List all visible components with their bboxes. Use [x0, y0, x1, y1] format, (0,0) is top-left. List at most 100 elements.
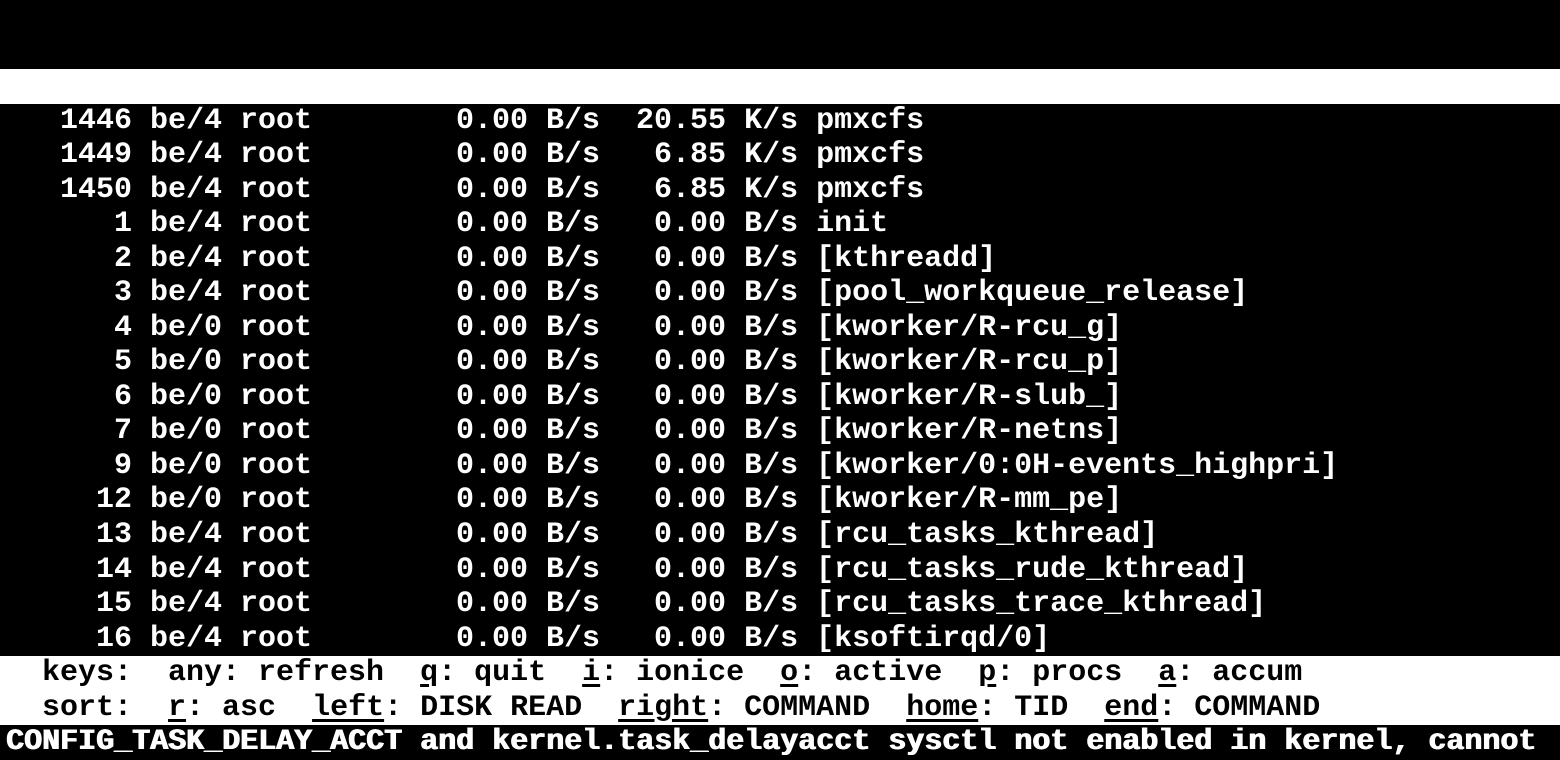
process-row: 15 be/4 root 0.00 B/s 0.00 B/s [rcu_tasks_trace… [6, 587, 1560, 622]
cell-disk-read-unit: B/s [546, 552, 601, 587]
cell-user: root [240, 103, 313, 138]
cell-disk-read-unit: B/s [546, 621, 601, 656]
cell-disk-read-value: 0.00 [456, 103, 529, 138]
cell-tid: 2 [114, 241, 133, 276]
cell-disk-write-unit: B/s [744, 621, 799, 656]
sort-help-hotkey: left [312, 690, 385, 725]
keys-help-hotkey: p [978, 656, 997, 691]
keys-help-text: : active [798, 656, 979, 691]
cell-disk-read-value: 0.00 [456, 207, 529, 242]
cell-tid: 14 [96, 552, 133, 587]
keys-help-text: : procs [996, 656, 1159, 691]
cell-disk-read-value: 0.00 [456, 276, 529, 311]
summary-line-total: Total DISK READ:0.00B/s|Total DISK WRITE… [6, 0, 1560, 35]
cell-prio: be/0 [150, 310, 223, 345]
cell-command: [rcu_tasks_kthread] [816, 517, 1159, 552]
cell-disk-write-value: 0.00 [654, 552, 727, 587]
cell-user: root [240, 414, 313, 449]
cell-tid: 6 [114, 379, 133, 414]
process-row: 1446 be/4 root 0.00 B/s 20.55 K/s pmxcfs [6, 104, 1560, 139]
sort-help-text: : TID [978, 690, 1105, 725]
sort-help-hotkey: right [618, 690, 709, 725]
cell-disk-write-value: 0.00 [654, 621, 727, 656]
process-row: 9 be/0 root 0.00 B/s 0.00 B/s [kworker/0:0H-eve… [6, 449, 1560, 484]
cell-disk-write-value: 0.00 [654, 379, 727, 414]
keys-help-hotkey: q [420, 656, 439, 691]
cell-tid: 9 [114, 448, 133, 483]
cell-disk-read-value: 0.00 [456, 241, 529, 276]
cell-command: [pool_workqueue_release] [816, 276, 1249, 311]
cell-user: root [240, 276, 313, 311]
cell-disk-read-unit: B/s [546, 414, 601, 449]
cell-disk-read-value: 0.00 [456, 379, 529, 414]
cell-disk-read-unit: B/s [546, 379, 601, 414]
keys-help-hotkey: o [780, 656, 799, 691]
keys-help-text: : quit [438, 656, 583, 691]
cell-disk-read-unit: B/s [546, 138, 601, 173]
cell-command: pmxcfs [816, 103, 925, 138]
keys-help-text: : ionice [600, 656, 781, 691]
cell-tid: 1450 [60, 172, 133, 207]
cell-command: pmxcfs [816, 138, 925, 173]
cell-user: root [240, 207, 313, 242]
keys-help-hotkey: a [1158, 656, 1177, 691]
cell-disk-read-unit: B/s [546, 483, 601, 518]
sort-help-text: sort: [6, 690, 169, 725]
cell-disk-read-unit: B/s [546, 103, 601, 138]
cell-user: root [240, 552, 313, 587]
summary-line-current: Current DISK READ:438.39K/s|Current DISK… [6, 35, 1560, 70]
cell-command: [kworker/0:0H-events_highpri] [816, 448, 1339, 483]
cell-prio: be/4 [150, 552, 223, 587]
cell-disk-write-unit: B/s [744, 448, 799, 483]
sort-help-text: : DISK READ [384, 690, 619, 725]
keys-help-line: keys: any: refresh q: quit i: ionice o: … [0, 656, 1560, 691]
sort-help-line: sort: r: asc left: DISK READ right: COMM… [0, 690, 1560, 726]
cell-command: [kworker/R-netns] [816, 414, 1123, 449]
cell-disk-write-unit: B/s [744, 517, 799, 552]
cell-user: root [240, 587, 313, 622]
cell-prio: be/0 [150, 414, 223, 449]
cell-disk-write-unit: B/s [744, 414, 799, 449]
cell-disk-read-unit: B/s [546, 345, 601, 380]
table-header-row: TID PRIO USER DISK READ DISK WRITE> COMM… [0, 69, 1560, 104]
cell-disk-write-unit: K/s [744, 103, 799, 138]
cell-disk-write-unit: B/s [744, 276, 799, 311]
process-row: 14 be/4 root 0.00 B/s 0.00 B/s [rcu_tasks_rude_… [6, 553, 1560, 588]
cell-disk-write-unit: B/s [744, 587, 799, 622]
process-row: 2 be/4 root 0.00 B/s 0.00 B/s [kthreadd] [6, 242, 1560, 277]
cell-disk-write-value: 0.00 [654, 310, 727, 345]
cell-disk-write-value: 0.00 [654, 414, 727, 449]
cell-disk-read-value: 0.00 [456, 345, 529, 380]
cell-disk-read-unit: B/s [546, 587, 601, 622]
cell-tid: 13 [96, 517, 133, 552]
cell-command: [rcu_tasks_trace_kthread] [816, 587, 1267, 622]
cell-disk-write-unit: B/s [744, 552, 799, 587]
cell-disk-read-value: 0.00 [456, 483, 529, 518]
cell-disk-read-unit: B/s [546, 241, 601, 276]
cell-command: [kthreadd] [816, 241, 997, 276]
cell-prio: be/4 [150, 587, 223, 622]
cell-prio: be/4 [150, 517, 223, 552]
cell-command: init [816, 207, 889, 242]
sort-help-hotkey: end [1104, 690, 1159, 725]
cell-user: root [240, 138, 313, 173]
cell-disk-read-value: 0.00 [456, 310, 529, 345]
status-warning-line: CONFIG_TASK_DELAY_ACCT and kernel.task_d… [6, 725, 1537, 760]
cell-prio: be/0 [150, 345, 223, 380]
cell-disk-read-unit: B/s [546, 207, 601, 242]
cell-disk-read-unit: B/s [546, 448, 601, 483]
cell-prio: be/4 [150, 621, 223, 656]
process-row: 16 be/4 root 0.00 B/s 0.00 B/s [ksoftirqd/0] [6, 622, 1560, 657]
cell-user: root [240, 517, 313, 552]
cell-command: [kworker/R-slub_] [816, 379, 1123, 414]
cell-disk-read-value: 0.00 [456, 587, 529, 622]
process-row: 1449 be/4 root 0.00 B/s 6.85 K/s pmxcfs [6, 138, 1560, 173]
cell-disk-read-value: 0.00 [456, 517, 529, 552]
cell-disk-write-unit: B/s [744, 379, 799, 414]
cell-command: [kworker/R-rcu_p] [816, 345, 1123, 380]
cell-prio: be/4 [150, 138, 223, 173]
cell-disk-read-value: 0.00 [456, 552, 529, 587]
cell-prio: be/4 [150, 276, 223, 311]
cell-disk-read-unit: B/s [546, 276, 601, 311]
